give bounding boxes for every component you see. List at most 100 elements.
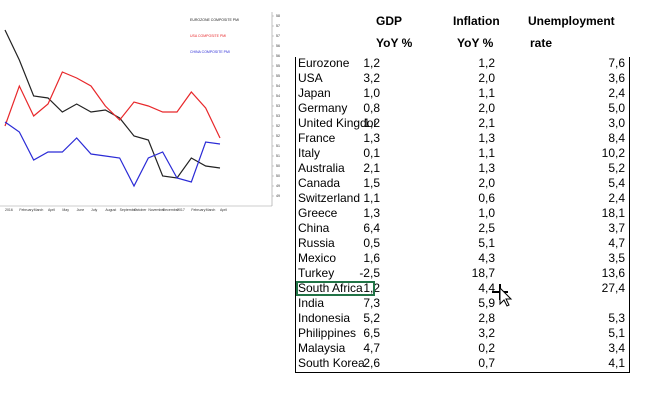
country: Turkey [298, 266, 335, 280]
country: China [298, 221, 330, 235]
value-cell: 7,3 [363, 296, 380, 310]
value-cell: 3,6 [608, 71, 625, 85]
country: Malaysia [298, 341, 346, 355]
value-cell: 13,6 [601, 266, 625, 280]
column-subheader: rate [530, 36, 553, 50]
value-cell: 0,8 [363, 101, 380, 115]
value-cell: 10,2 [601, 146, 625, 160]
value-cell: 5,1 [478, 236, 495, 250]
value-cell: 2,1 [363, 161, 380, 175]
column-subheader: YoY % [376, 36, 413, 50]
value-cell: 8,4 [608, 131, 625, 145]
x-tick-label: March [34, 208, 44, 212]
country: Japan [298, 86, 331, 100]
value-cell: 4,7 [608, 236, 625, 250]
x-tick-label: August [105, 208, 116, 212]
x-tick-label: September [120, 208, 138, 212]
country: Mexico [298, 251, 337, 265]
value-cell: 2,6 [363, 356, 380, 370]
value-cell: 5,4 [608, 176, 625, 190]
x-tick-label: April [48, 208, 55, 212]
legend-entry: CHINA COMPOSITE PMI [190, 50, 230, 54]
country: Greece [298, 206, 338, 220]
value-cell: 0,6 [478, 191, 495, 205]
x-tick-label: June [77, 208, 85, 212]
pmi-chart: 58.0 57.5 57.0 56.5 56.0 55.5 55.0 54.5 54.0 53.5… [0, 12, 280, 212]
value-cell: 3,2 [478, 326, 495, 340]
value-cell: 5,2 [363, 311, 380, 325]
country: Eurozone [298, 56, 350, 70]
series-line [4, 121, 221, 188]
country: South Korea [298, 356, 365, 370]
value-cell: 5,9 [478, 296, 495, 310]
column-subheader: YoY % [457, 36, 494, 50]
value-cell: 1,5 [363, 176, 380, 190]
value-cell: 1,2 [363, 281, 380, 295]
x-tick-label: April [220, 208, 227, 212]
y-tick-label: 55.5 [276, 64, 280, 68]
y-tick-label: 50.5 [276, 164, 280, 168]
x-tick-label: July [91, 208, 97, 212]
country: Germany [298, 101, 348, 115]
country: France [298, 131, 336, 145]
value-cell: 5,2 [608, 161, 625, 175]
country: Italy [298, 146, 321, 160]
country: Switzerland [298, 191, 361, 205]
y-tick-label: 57.0 [276, 34, 280, 38]
country: Canada [298, 176, 341, 190]
series-line [4, 29, 221, 179]
value-cell: 1,6 [363, 251, 380, 265]
y-tick-label: 52.0 [276, 134, 280, 138]
column-header: GDP [376, 14, 403, 28]
value-cell: 4,7 [363, 341, 380, 355]
value-cell: 2,0 [478, 101, 495, 115]
value-cell: 1,3 [363, 206, 380, 220]
x-tick-label: February [19, 208, 33, 212]
country: Russia [298, 236, 335, 250]
y-tick-label: 56.0 [276, 54, 280, 58]
value-cell: 0,1 [363, 146, 380, 160]
x-tick-label: December [163, 208, 180, 212]
value-cell: 1,1 [363, 191, 380, 205]
value-cell: 0,7 [478, 356, 495, 370]
x-tick-label: February [191, 208, 205, 212]
x-tick-label: October [134, 208, 147, 212]
table-frame [295, 57, 630, 373]
selected-cell[interactable] [296, 281, 375, 296]
value-cell: 2,0 [478, 71, 495, 85]
value-cell: 4,1 [608, 356, 625, 370]
y-tick-label: 58.0 [276, 14, 280, 18]
x-tick-label: 2016 [5, 208, 13, 212]
y-tick-label: 53.5 [276, 104, 280, 108]
value-cell: 1,3 [478, 131, 495, 145]
value-cell: 2,4 [608, 191, 625, 205]
value-cell: 1,2 [363, 56, 380, 70]
legend-entry: EUROZONE COMPOSITE PMI [190, 18, 239, 22]
country: Indonesia [298, 311, 351, 325]
value-cell: 2,4 [608, 86, 625, 100]
y-tick-label: 54.0 [276, 94, 280, 98]
value-cell: 0,5 [363, 236, 380, 250]
value-cell: 1,2 [478, 56, 495, 70]
x-tick-label: November [148, 208, 165, 212]
value-cell: 18,7 [471, 266, 495, 280]
value-cell: -2,5 [359, 266, 380, 280]
y-tick-label: 50.0 [276, 174, 280, 178]
value-cell: 2,0 [478, 176, 495, 190]
value-cell: 2,8 [478, 311, 495, 325]
country: United Kingdom [298, 116, 376, 130]
country: Philippines [298, 326, 357, 340]
value-cell: 3,7 [608, 221, 625, 235]
column-header: Inflation [453, 14, 500, 28]
x-tick-label: 2017 [177, 208, 185, 212]
y-tick-label: 56.5 [276, 44, 280, 48]
value-cell: 0,2 [478, 341, 495, 355]
value-cell: 5,3 [608, 311, 625, 325]
y-tick-label: 52.5 [276, 124, 280, 128]
y-tick-label: 49.5 [276, 184, 280, 188]
y-tick-label: 57.5 [276, 24, 280, 28]
series-line [4, 71, 221, 139]
value-cell: 5,0 [608, 101, 625, 115]
x-tick-label: May [62, 208, 69, 212]
